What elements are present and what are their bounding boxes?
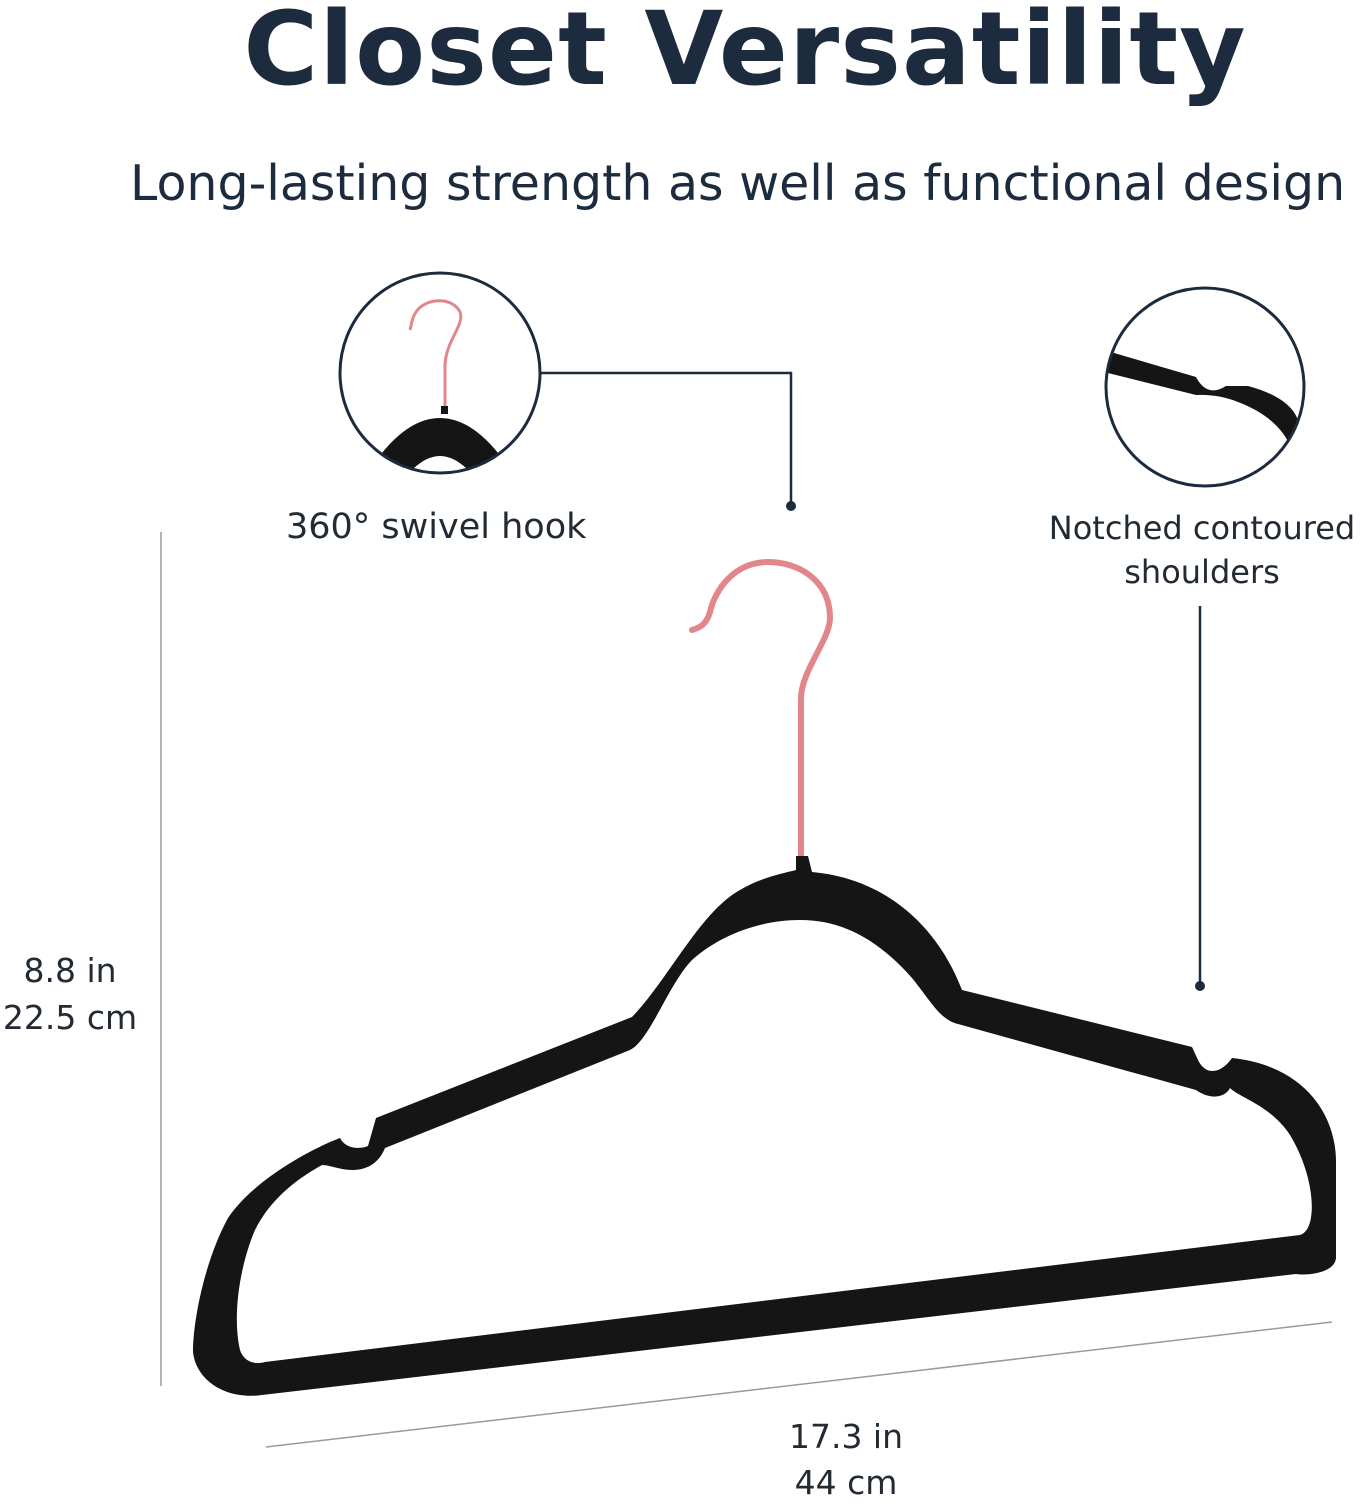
hook-connector-line (540, 371, 793, 506)
height-dimension-label: 8.8 in 22.5 cm (0, 947, 140, 1041)
hook-connector-dot (786, 501, 796, 511)
notch-callout-line2: shoulders (1124, 553, 1280, 591)
notch-connector-dot (1195, 981, 1205, 991)
width-guide-line (265, 1321, 1333, 1448)
height-metric: 22.5 cm (2, 998, 138, 1037)
hook-detail-hook-icon (408, 299, 463, 412)
notch-detail-shoulder-icon (1106, 350, 1300, 450)
notch-detail-circle (1104, 286, 1306, 488)
page-subtitle: Long-lasting strength as well as functio… (130, 155, 1346, 212)
width-dimension-label: 17.3 in 44 cm (766, 1414, 926, 1506)
notch-callout-label: Notched contoured shoulders (1040, 506, 1360, 594)
width-metric: 44 cm (794, 1463, 898, 1502)
page-title: Closet Versatility (243, 0, 1247, 109)
height-imperial: 8.8 in (23, 951, 117, 990)
hanger-body-icon (193, 856, 1336, 1396)
hanger-hook-icon (689, 558, 834, 869)
notch-callout-line1: Notched contoured (1048, 509, 1356, 547)
hook-callout-label: 360° swivel hook (286, 507, 587, 547)
hook-detail-circle (338, 271, 542, 475)
width-imperial: 17.3 in (788, 1417, 904, 1456)
